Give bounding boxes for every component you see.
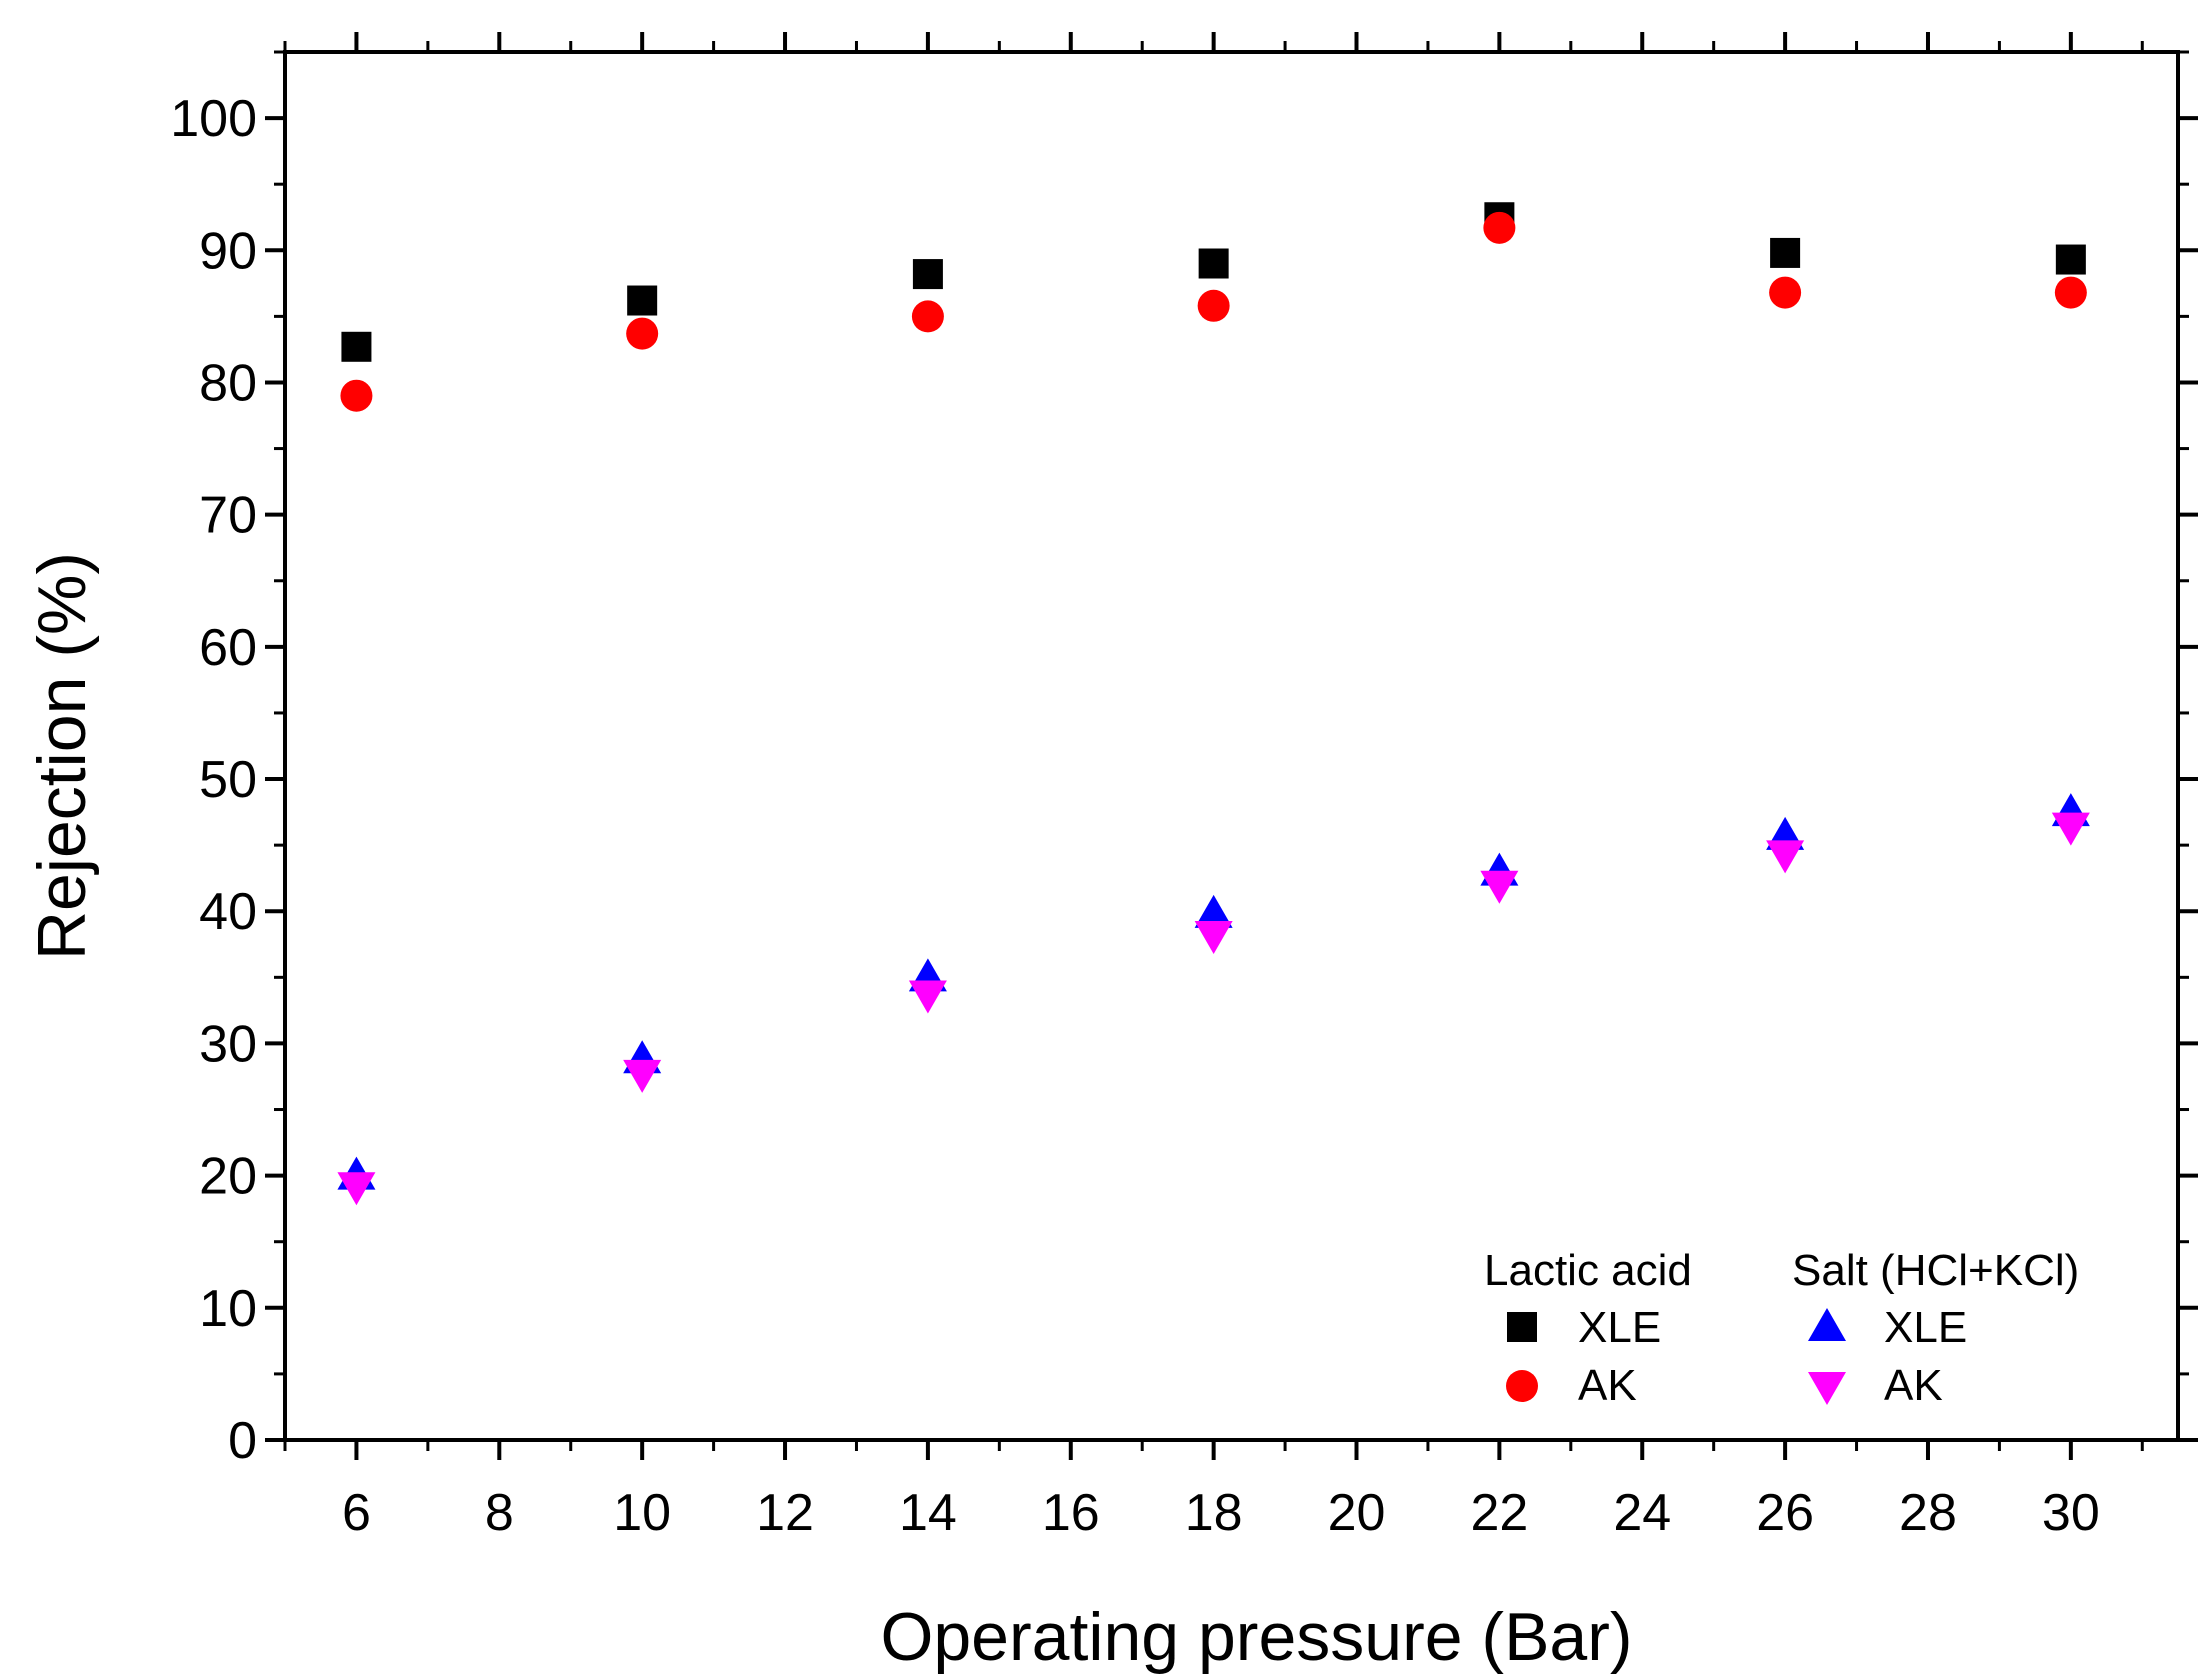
legend-group-title-lactic-acid: Lactic acid: [1484, 1246, 1692, 1295]
data-point: [1769, 276, 1802, 309]
data-point: [912, 259, 943, 290]
x-tick-label: 12: [756, 1484, 814, 1542]
legend-marker-square: [1507, 1312, 1537, 1342]
legend-label-lactic-xle: XLE: [1578, 1303, 1661, 1352]
y-tick-label: 20: [199, 1148, 257, 1206]
series-3-triangle-down: [337, 812, 2090, 1206]
y-tick-label: 10: [199, 1280, 257, 1338]
plot-area-frame: [283, 50, 2180, 1442]
data-point: [627, 285, 658, 316]
y-tick-label: 80: [199, 354, 257, 412]
y-axis-title: Rejection (%): [24, 552, 100, 960]
data-point: [340, 379, 373, 412]
x-tick-label: 24: [1613, 1484, 1671, 1542]
legend-marker-circle: [1506, 1370, 1538, 1402]
y-tick-label: 90: [199, 222, 257, 280]
marks-layer: [337, 202, 2090, 1206]
series-0-square: [341, 202, 2086, 362]
data-point: [1770, 237, 1801, 268]
legend-label-salt-ak: AK: [1884, 1361, 1943, 1410]
data-point: [1766, 840, 1805, 874]
data-point: [1480, 870, 1519, 904]
x-tick-label: 8: [485, 1484, 514, 1542]
data-point: [1198, 248, 1229, 279]
data-point: [337, 1172, 376, 1206]
x-tick-label: 26: [1756, 1484, 1814, 1542]
legend-marker-triangle-up: [1808, 1308, 1846, 1341]
x-tick-label: 16: [1042, 1484, 1100, 1542]
legend-markers: [1506, 1308, 1846, 1405]
y-tick-label: 30: [199, 1015, 257, 1073]
y-tick-label: 40: [199, 883, 257, 941]
data-point: [626, 317, 659, 350]
y-tick-label: 50: [199, 751, 257, 809]
legend-label-salt-xle: XLE: [1884, 1303, 1967, 1352]
data-point: [1194, 894, 1233, 928]
data-point: [911, 300, 944, 333]
x-tick-label: 10: [613, 1484, 671, 1542]
x-tick-label: 18: [1185, 1484, 1243, 1542]
data-point: [1197, 289, 1230, 322]
legend-marker-triangle-down: [1808, 1372, 1846, 1405]
series-1-circle: [340, 211, 2087, 412]
data-point: [2051, 812, 2090, 846]
x-axis-title: Operating pressure (Bar): [880, 1599, 1632, 1675]
data-point: [623, 1059, 662, 1093]
x-tick-label: 6: [342, 1484, 371, 1542]
data-point: [341, 331, 372, 362]
ticks-layer: 6 8 10 12 14 16 18 20 22 24 26 28 30 0 10 20 30 40 50 60 70 8…: [170, 32, 2198, 1542]
legend: Lactic acid Salt (HCl+KCl) XLE AK XLE AK: [1484, 1246, 2079, 1410]
data-point: [908, 980, 947, 1014]
x-tick-label: 22: [1470, 1484, 1528, 1542]
y-tick-label: 100: [170, 90, 257, 148]
data-point: [2054, 276, 2087, 309]
x-tick-label: 30: [2042, 1484, 2100, 1542]
y-tick-label: 60: [199, 619, 257, 677]
legend-group-title-salt: Salt (HCl+KCl): [1792, 1246, 2079, 1295]
x-tick-label: 20: [1328, 1484, 1386, 1542]
data-point: [1194, 921, 1233, 955]
data-point: [1483, 211, 1516, 244]
legend-label-lactic-ak: AK: [1578, 1361, 1637, 1410]
data-point: [2055, 244, 2086, 275]
x-tick-label: 28: [1899, 1484, 1957, 1542]
y-tick-label: 70: [199, 487, 257, 545]
x-tick-label: 14: [899, 1484, 957, 1542]
y-tick-label: 0: [228, 1412, 257, 1470]
